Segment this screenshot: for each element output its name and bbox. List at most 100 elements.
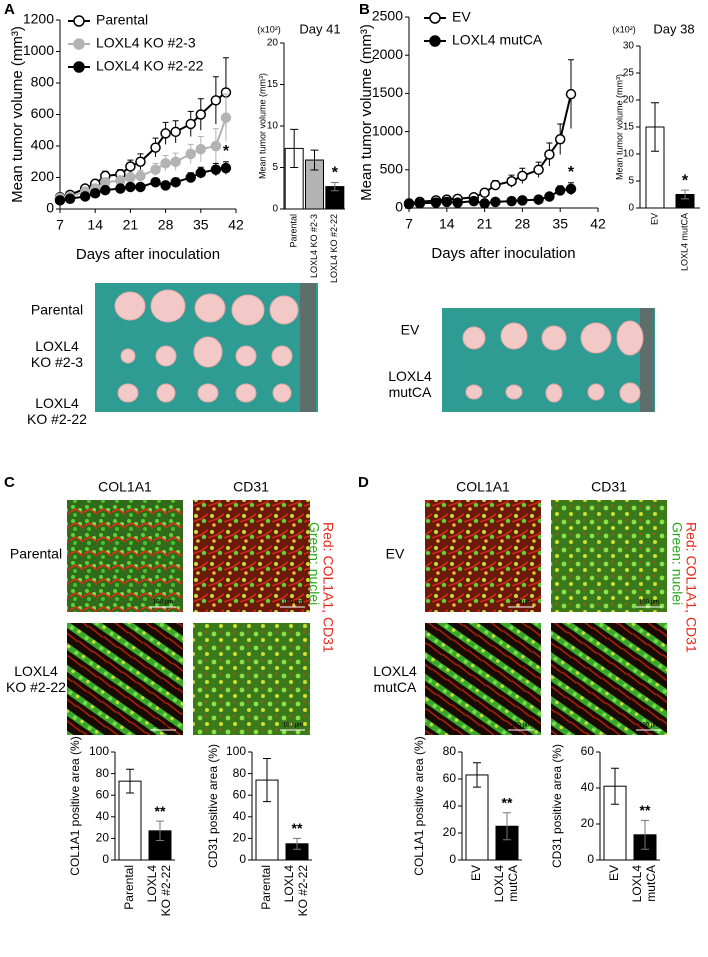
error-bar <box>310 149 319 171</box>
panel-label: A <box>4 1 15 18</box>
panel-label: B <box>359 1 370 18</box>
x-tick-label: 21 <box>477 216 493 232</box>
x-tick-label: 28 <box>158 217 174 233</box>
ruler <box>300 283 316 412</box>
error-bar <box>503 812 511 841</box>
data-point <box>479 187 490 198</box>
y-tick-label: 0 <box>272 204 278 215</box>
error-bar <box>611 767 619 805</box>
data-point <box>533 164 544 176</box>
y-tick-label: 80 <box>443 744 457 758</box>
chart-title: Day 38 <box>653 21 694 36</box>
x-tick-label: 42 <box>590 216 606 232</box>
scale-bar-label: 100 μm <box>639 723 659 729</box>
column-title: COL1A1 <box>98 479 152 495</box>
annotation: ** <box>155 803 166 819</box>
y-tick-label: 0 <box>239 852 246 866</box>
data-point <box>210 95 222 106</box>
y-tick-label: 40 <box>96 809 110 823</box>
y-tick-label: 15 <box>623 122 635 133</box>
legend-marker <box>73 38 85 50</box>
data-point <box>125 172 136 183</box>
panel-label: C <box>4 474 15 491</box>
x-tick-label: EV <box>469 865 483 881</box>
y-tick-label: 10 <box>623 149 635 160</box>
data-point <box>490 179 501 191</box>
error-bar <box>330 181 339 192</box>
y-tick-label: 1000 <box>372 122 403 138</box>
column-title: CD31 <box>233 479 269 495</box>
y-tick-label: 5 <box>628 176 634 187</box>
data-point <box>160 158 171 169</box>
data-point <box>125 181 136 193</box>
x-tick-label: 42 <box>228 217 244 233</box>
data-point <box>220 112 232 123</box>
x-tick-label: LOXL4 KO #2-3 <box>309 214 319 278</box>
photo-row-label: LOXL4 KO #2-3 <box>31 338 83 370</box>
scale-bar-label: 100 μm <box>283 600 303 606</box>
data-point <box>195 109 207 120</box>
photo-row-label: LOXL4 KO #2-22 <box>27 395 87 427</box>
data-point <box>150 176 161 188</box>
data-point <box>195 143 207 155</box>
data-point <box>403 198 415 210</box>
row-label: LOXL4 KO #2-22 <box>6 663 66 695</box>
legend-label: LOXL4 KO #2-22 <box>96 58 204 74</box>
error-bar <box>641 819 649 850</box>
data-point <box>565 88 577 100</box>
data-point <box>150 164 161 175</box>
y-tick-label: 400 <box>31 137 55 153</box>
x-tick-label: LOXL4 KO #2-22 <box>329 214 339 283</box>
micrograph <box>425 500 541 612</box>
data-point <box>479 198 490 209</box>
y-axis-label: Mean tumor volume (mm³) <box>614 74 624 180</box>
y-tick-label: 200 <box>31 168 55 184</box>
x-tick-label: Parental <box>122 865 136 910</box>
x-tick-label: 28 <box>515 216 531 232</box>
y-tick-label: 0 <box>46 200 54 216</box>
data-point <box>185 172 196 183</box>
column-title: COL1A1 <box>456 479 510 495</box>
tumors <box>462 320 644 404</box>
y-tick-label: 80 <box>233 766 247 780</box>
error-bar <box>681 189 689 200</box>
y-tick-label: 5 <box>272 162 278 173</box>
data-point <box>135 170 146 182</box>
y-tick-label: 100 <box>226 744 246 758</box>
y-axis-label: Mean tumor volume (mm³) <box>9 26 26 203</box>
stain-legend-green: Green: nuclei <box>306 522 322 605</box>
x-tick-label: LOXL4mutCA <box>492 865 520 903</box>
photo-row-label: EV <box>401 322 420 338</box>
micrographs-c: C COL1A1 CD31 Parental LOXL4 KO #2-22 100… <box>4 474 336 735</box>
scale-bars: 100 μm 100 μm 100 μm 100 μm <box>150 600 305 731</box>
y-tick-label: 10 <box>267 121 279 132</box>
column-title: CD31 <box>591 479 627 495</box>
annotation: * <box>568 164 575 181</box>
tumors <box>114 289 299 403</box>
scale-bar-label: 100 μm <box>283 723 303 729</box>
micrograph <box>551 500 667 612</box>
y-tick-label: 500 <box>380 161 404 177</box>
y-tick-label: 20 <box>267 38 279 49</box>
series-line <box>408 93 572 205</box>
data-point <box>135 156 146 167</box>
annotation: ** <box>502 794 513 810</box>
x-tick-label: Parental <box>289 214 299 248</box>
legend-label: EV <box>452 9 471 25</box>
y-tick-label: 0 <box>628 203 634 214</box>
y-tick-label: 800 <box>31 74 55 90</box>
data-point <box>54 195 66 206</box>
y-tick-label: 40 <box>233 809 247 823</box>
y-tick-label: 2500 <box>372 8 403 24</box>
row-label: Parental <box>10 546 62 562</box>
panel-label: D <box>358 474 369 491</box>
y-tick-label: 600 <box>31 105 55 121</box>
x-tick-label: 35 <box>552 216 568 232</box>
stain-legend-green: Green: nuclei <box>669 522 685 605</box>
data-point <box>565 183 577 195</box>
x-tick-label: LOXL4mutCA <box>630 865 658 903</box>
data-point <box>468 195 480 207</box>
data-point <box>441 196 453 208</box>
